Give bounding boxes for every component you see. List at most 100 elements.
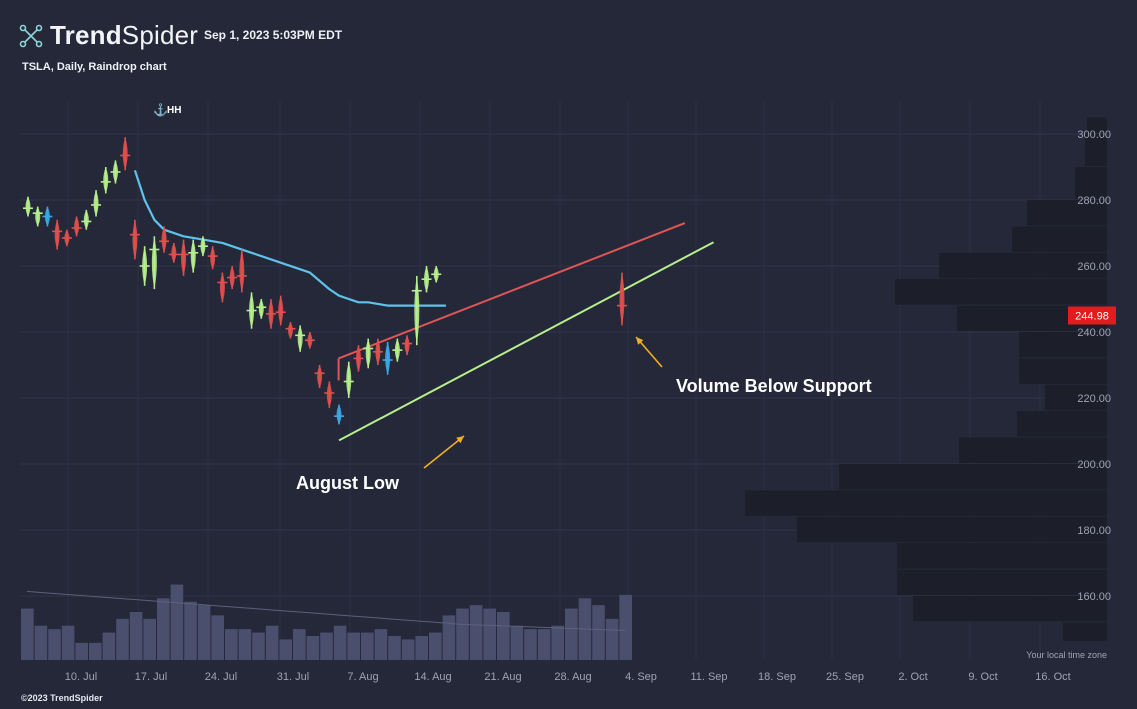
- volume-average-line: [26, 590, 626, 632]
- support-trendline[interactable]: [338, 241, 715, 442]
- volume-bar: [592, 605, 605, 660]
- price-bar: [363, 338, 374, 369]
- time-axis[interactable]: 10. Jul 17. Jul 24. Jul 31. Jul 7. Aug 14. Au…: [65, 671, 1071, 683]
- volume-profile-bar: [913, 596, 1107, 622]
- volume-bar: [21, 608, 34, 660]
- anchor-icon: ⚓: [153, 103, 168, 117]
- volume-profile-bar: [797, 516, 1107, 543]
- volume-profile-bar: [897, 569, 1107, 595]
- trendlines[interactable]: [337, 222, 715, 442]
- x-tick-label: 31. Jul: [277, 671, 309, 683]
- price-bar: [120, 137, 131, 171]
- x-tick-label: 9. Oct: [968, 671, 997, 683]
- volume-bar: [211, 615, 224, 660]
- last-price-tag-bg: [1068, 306, 1116, 325]
- volume-profile-bar: [1027, 200, 1107, 226]
- volume-bar: [184, 601, 197, 660]
- y-tick-label: 180.00: [1077, 525, 1111, 537]
- x-tick-label: 7. Aug: [347, 671, 378, 683]
- price-bar: [159, 226, 170, 253]
- volume-profile-bar: [1075, 167, 1107, 199]
- price-bar: [372, 338, 383, 365]
- volume-bar: [347, 632, 360, 660]
- brand-name: TrendSpider: [50, 20, 199, 50]
- x-tick-label: 24. Jul: [205, 671, 237, 683]
- trendspider-logo-icon: [19, 24, 43, 47]
- price-bar: [285, 322, 296, 339]
- chart-timestamp: Sep 1, 2023 5:03PM EDT: [204, 28, 343, 42]
- volume-bar: [524, 629, 537, 660]
- volume-bar: [170, 584, 184, 660]
- price-bar: [343, 361, 354, 398]
- volume-profile-bar: [1063, 622, 1107, 642]
- volume-bar: [306, 636, 320, 660]
- volume-bar: [61, 625, 75, 660]
- price-bar: [207, 246, 218, 270]
- x-tick-label: 28. Aug: [554, 671, 591, 683]
- volume-profile-bar: [1085, 134, 1107, 166]
- volume-bar: [510, 625, 524, 660]
- price-bar: [217, 272, 228, 303]
- price-bar: [236, 249, 247, 293]
- moving-average: [133, 169, 446, 307]
- x-tick-label: 21. Aug: [484, 671, 521, 683]
- price-bar: [110, 160, 121, 184]
- brand-logo: TrendSpider: [18, 20, 198, 51]
- price-bar: [353, 345, 364, 372]
- volume-bar: [143, 618, 156, 660]
- x-tick-label: 2. Oct: [898, 671, 927, 683]
- volume-profile-bar: [1087, 117, 1107, 133]
- price-bar: [100, 167, 111, 194]
- price-bar: [178, 239, 189, 276]
- volume-profile-bar: [1012, 226, 1107, 252]
- volume-bar: [456, 608, 469, 660]
- volume-bar: [293, 629, 306, 660]
- annotation-arrowhead: [636, 337, 644, 345]
- volume-bar: [265, 625, 279, 660]
- x-tick-label: 25. Sep: [826, 671, 864, 683]
- resistance-trendline[interactable]: [338, 222, 686, 360]
- marker-label: HH: [167, 105, 181, 116]
- y-tick-label: 260.00: [1077, 261, 1111, 273]
- x-tick-label: 11. Sep: [690, 671, 727, 683]
- price-bar: [197, 236, 208, 257]
- volume-profile-bar: [895, 279, 1107, 305]
- price-bar: [431, 266, 442, 283]
- x-tick-label: 4. Sep: [625, 671, 657, 683]
- volume-bar: [75, 642, 88, 660]
- volume-bar: [605, 618, 619, 660]
- price-bar: [23, 196, 33, 217]
- volume-bar: [102, 632, 116, 660]
- volume-profile-bar: [745, 490, 1107, 516]
- volume-bar: [497, 612, 510, 660]
- price-bar: [421, 266, 432, 293]
- volume-bar: [388, 636, 401, 660]
- volume-bar: [537, 629, 551, 660]
- volume-bar: [157, 598, 170, 660]
- volume-bar: [320, 632, 333, 660]
- price-bar: [139, 246, 150, 286]
- volume-bars: [21, 584, 632, 660]
- price-bar: [382, 341, 393, 375]
- x-tick-label: 14. Aug: [414, 671, 451, 683]
- last-price-value: 244.98: [1075, 311, 1109, 323]
- price-bar: [295, 325, 306, 352]
- price-bar: [81, 209, 92, 230]
- annotation-arrowhead: [456, 436, 464, 444]
- price-bar: [266, 299, 276, 329]
- price-bar: [246, 292, 257, 329]
- price-bar: [314, 365, 325, 389]
- hh-marker: ⚓ HH: [153, 103, 181, 117]
- price-bar: [227, 266, 238, 290]
- volume-bar: [238, 629, 252, 660]
- volume-bar: [619, 594, 632, 660]
- volume-bar: [442, 615, 456, 660]
- x-tick-label: 16. Oct: [1035, 671, 1070, 683]
- annotations: August Low Volume Below Support: [296, 336, 872, 493]
- volume-bar: [361, 632, 374, 660]
- price-bar: [275, 295, 286, 326]
- price-axis[interactable]: 160.00 180.00 200.00 220.00 240.00 260.00 280.…: [1077, 129, 1111, 603]
- volume-bar: [279, 639, 292, 660]
- price-bars: [23, 137, 627, 425]
